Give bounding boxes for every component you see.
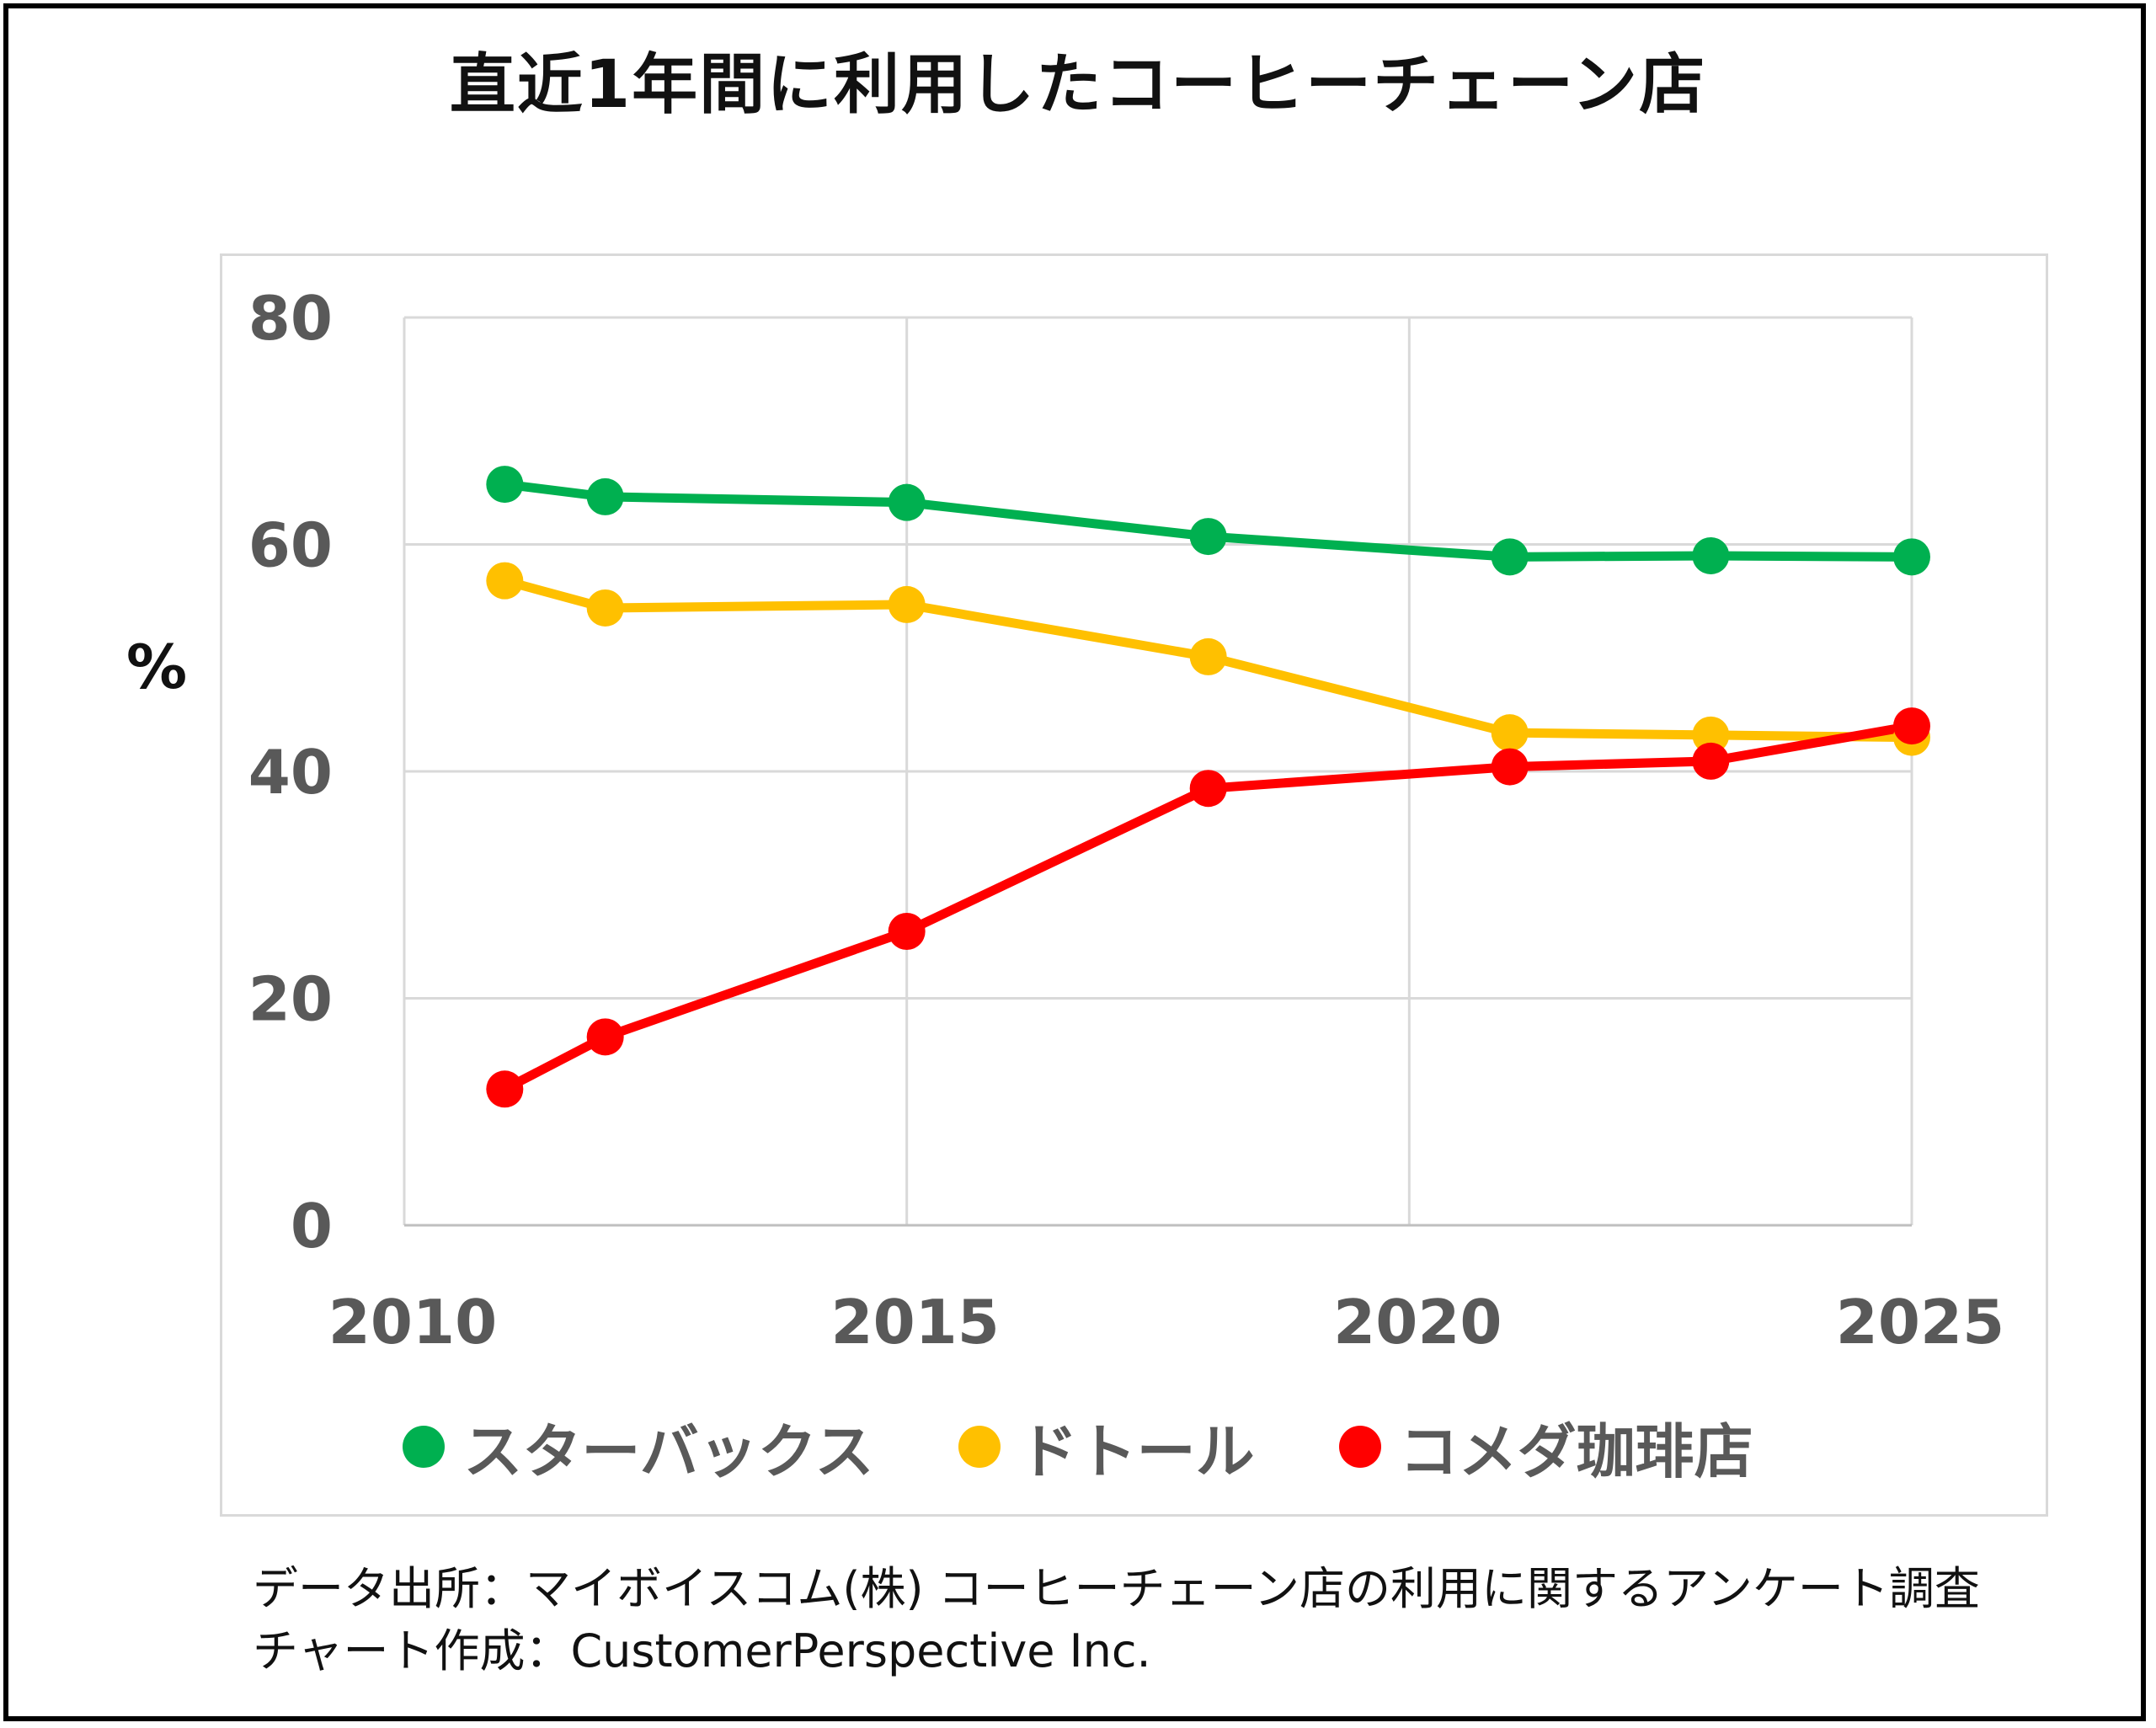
- data-point-2-5: [1692, 742, 1730, 780]
- data-point-0-6: [1893, 538, 1930, 576]
- chart-area-border: [220, 253, 2048, 1517]
- chart-title: 直近1年間に利用したコーヒーチェーン店: [449, 47, 1707, 123]
- legend-item-0: スターバックス: [403, 1405, 874, 1490]
- data-point-2-2: [888, 912, 926, 950]
- data-point-0-2: [888, 483, 926, 521]
- y-tick-label-0: 0: [291, 1191, 333, 1261]
- legend-marker-0: [403, 1426, 446, 1468]
- source-note: データ出所：マイボイスコム(株) コーヒーチェーン店の利用に関するアンケート調査…: [253, 1558, 1980, 1683]
- legend-marker-2: [1338, 1426, 1381, 1468]
- source-line-2: チャート作成：CustomerPerspective Inc.: [253, 1624, 1151, 1677]
- x-tick-label-1: 2015: [830, 1287, 999, 1357]
- gridlines: [403, 316, 1913, 1227]
- legend-item-2: コメダ珈琲店: [1338, 1405, 1753, 1490]
- legend-label-2: コメダ珈琲店: [1399, 1416, 1753, 1486]
- data-point-0-1: [586, 477, 624, 515]
- data-point-2-6: [1893, 707, 1930, 745]
- legend-label-1: ドトール: [1018, 1416, 1255, 1486]
- data-point-1-2: [888, 585, 926, 623]
- y-axis-label: %: [126, 632, 188, 702]
- data-point-2-3: [1189, 770, 1227, 808]
- source-line-1: データ出所：マイボイスコム(株) コーヒーチェーン店の利用に関するアンケート調査: [253, 1562, 1980, 1615]
- x-tick-label-3: 2025: [1836, 1287, 2004, 1357]
- chart-frame: [3, 3, 2146, 1721]
- data-point-1-4: [1491, 714, 1529, 752]
- data-point-2-4: [1491, 748, 1529, 786]
- y-axis-ticks: 0 20 40 60 80: [248, 283, 333, 1261]
- data-point-2-1: [586, 1018, 624, 1056]
- data-point-1-1: [586, 589, 624, 627]
- data-point-0-0: [486, 466, 524, 504]
- x-tick-label-0: 2010: [328, 1287, 497, 1357]
- y-tick-label-4: 80: [248, 283, 333, 354]
- legend-label-0: スターバックス: [463, 1416, 874, 1486]
- data-point-1-3: [1189, 637, 1227, 675]
- legend-marker-1: [958, 1426, 1001, 1468]
- data-point-0-3: [1189, 518, 1227, 556]
- data-point-2-0: [486, 1070, 524, 1108]
- legend: スターバックス ドトール コメダ珈琲店: [0, 1405, 2156, 1489]
- data-point-0-5: [1692, 536, 1730, 574]
- y-tick-label-3: 60: [248, 510, 333, 581]
- data-point-1-0: [486, 562, 524, 600]
- y-tick-label-1: 20: [248, 964, 333, 1035]
- data-point-1-5: [1692, 716, 1730, 754]
- data-point-0-4: [1491, 538, 1529, 576]
- x-axis-ticks: 2010 2015 2020 2025: [328, 1287, 2004, 1357]
- legend-item-1: ドトール: [958, 1405, 1255, 1490]
- series-points: [486, 466, 1930, 1108]
- y-tick-label-2: 40: [248, 737, 333, 808]
- x-tick-label-2: 2020: [1333, 1287, 1502, 1357]
